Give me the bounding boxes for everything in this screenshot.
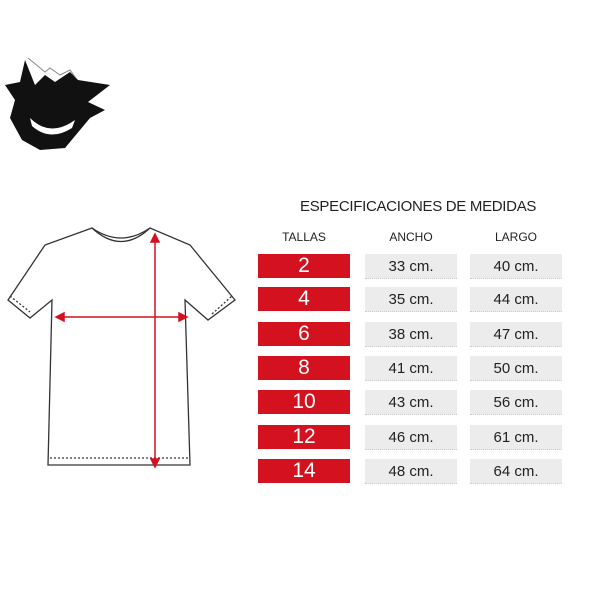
row-length-cell: 47 cm. [470, 322, 562, 347]
row-size-cell: 12 [258, 425, 350, 449]
row-size-cell: 8 [258, 356, 350, 380]
ghost-logo-icon [5, 57, 110, 150]
header-length: LARGO [494, 230, 537, 244]
row-width-cell: 48 cm. [365, 459, 457, 484]
row-width-cell: 35 cm. [365, 287, 457, 312]
row-length-cell: 40 cm. [470, 254, 562, 279]
row-length-cell: 61 cm. [470, 425, 562, 450]
row-size-cell: 10 [258, 390, 350, 414]
row-width-cell: 41 cm. [365, 356, 457, 381]
row-width-cell: 43 cm. [365, 390, 457, 415]
row-length-cell: 50 cm. [470, 356, 562, 381]
row-width-cell: 33 cm. [365, 254, 457, 279]
header-size: TALLAS [282, 230, 326, 244]
row-size-cell: 2 [258, 254, 350, 278]
row-length-cell: 64 cm. [470, 459, 562, 484]
row-length-cell: 44 cm. [470, 287, 562, 312]
row-width-cell: 38 cm. [365, 322, 457, 347]
row-width-cell: 46 cm. [365, 425, 457, 450]
table-title: ESPECIFICACIONES DE MEDIDAS [300, 198, 537, 215]
row-length-cell: 56 cm. [470, 390, 562, 415]
row-size-cell: 14 [258, 459, 350, 483]
tshirt-diagram [7, 227, 236, 466]
header-width: ANCHO [389, 230, 433, 244]
row-size-cell: 6 [258, 322, 350, 346]
measure-arrows [54, 232, 189, 469]
row-size-cell: 4 [258, 287, 350, 311]
